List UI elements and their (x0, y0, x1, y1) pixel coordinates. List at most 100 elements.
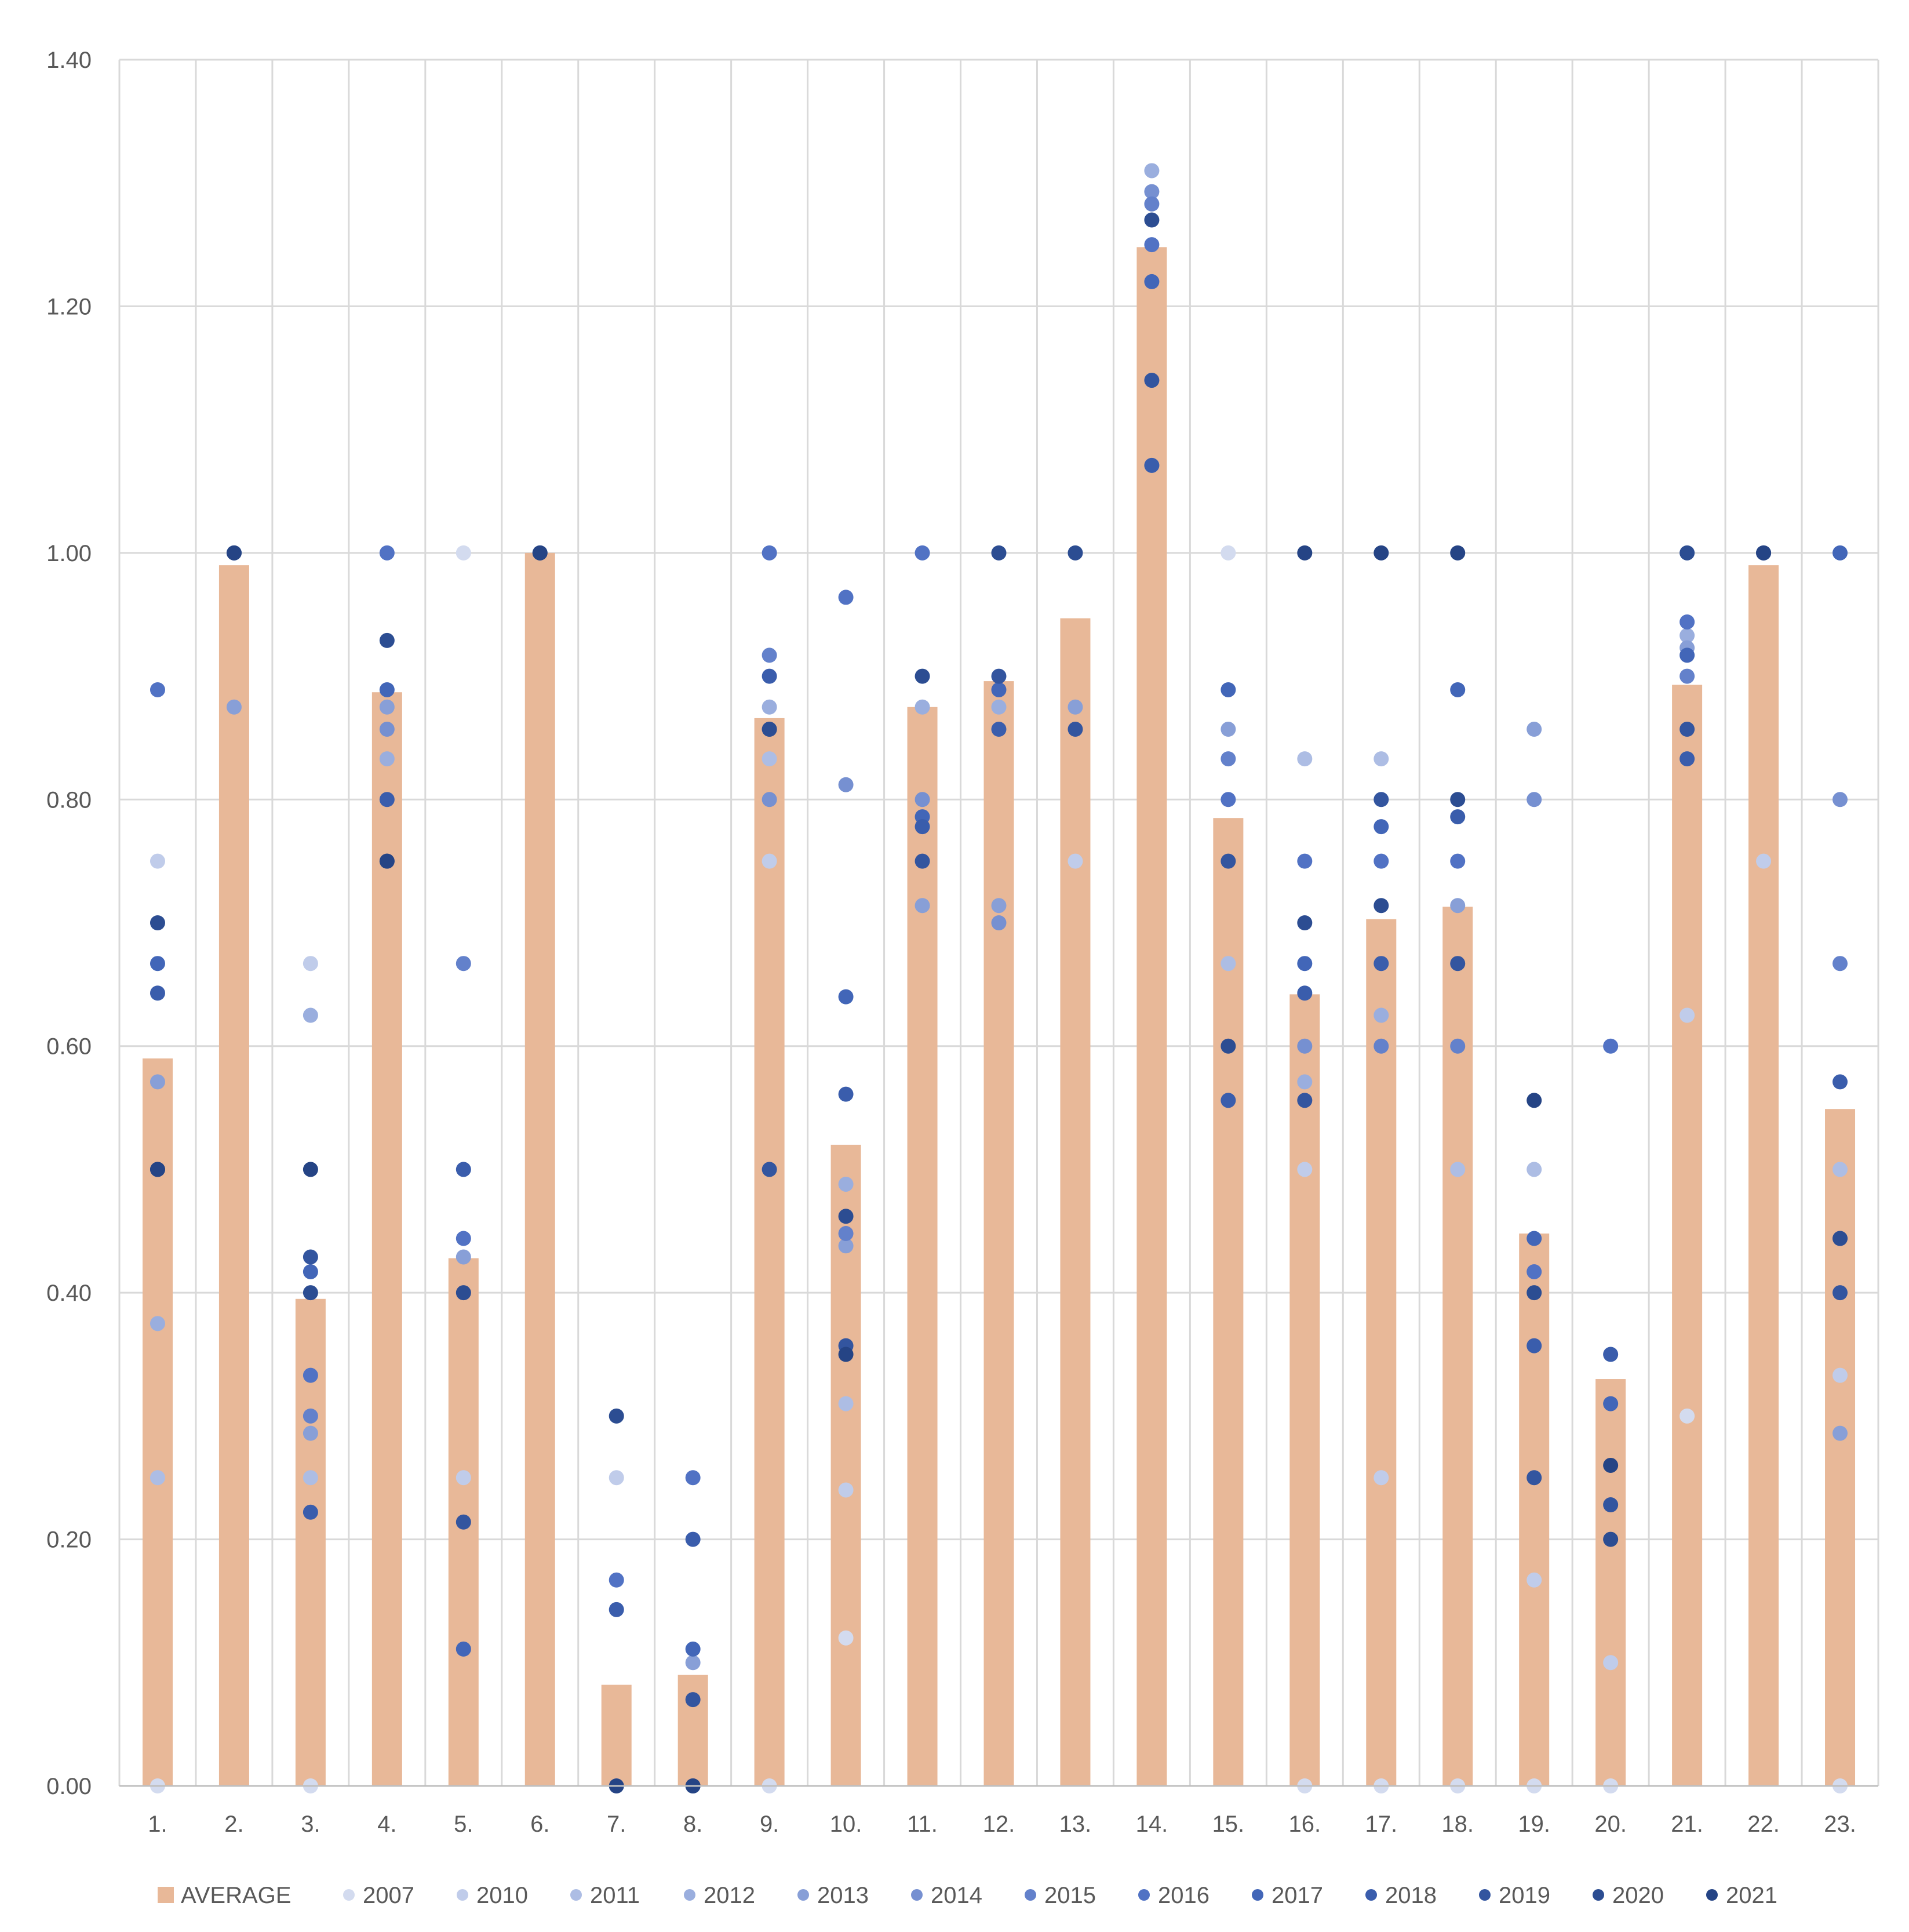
point-2015-cat-21 (1680, 668, 1695, 684)
point-2012-cat-9 (762, 699, 777, 715)
point-2020-cat-14 (1144, 212, 1160, 228)
point-2021-cat-4 (379, 853, 395, 869)
point-2017-cat-3 (303, 1264, 318, 1279)
point-2017-cat-21 (1680, 647, 1695, 663)
point-2015-cat-14 (1144, 196, 1160, 212)
average-bar-13 (1060, 618, 1091, 1786)
legend-label: 2016 (1158, 1883, 1209, 1908)
point-2017-cat-12 (991, 682, 1007, 697)
point-2014-cat-12 (991, 915, 1007, 930)
point-2011-cat-10 (838, 1396, 854, 1411)
point-2013-cat-23 (1833, 1425, 1848, 1441)
point-2018-cat-17 (1374, 956, 1389, 972)
point-2013-cat-13 (1068, 699, 1083, 715)
average-bars (142, 247, 1856, 1787)
point-2013-cat-11 (915, 898, 930, 914)
x-tick-label: 20. (1594, 1811, 1627, 1837)
point-2020-cat-5 (456, 1285, 471, 1301)
point-2007-cat-10 (838, 1630, 854, 1646)
point-2018-cat-19 (1527, 1338, 1542, 1354)
point-2019-cat-16 (1297, 1093, 1313, 1108)
point-2012-cat-4 (379, 751, 395, 767)
y-tick-label: 0.00 (46, 1774, 92, 1799)
point-2013-cat-18 (1450, 898, 1466, 914)
x-tick-label: 10. (830, 1811, 862, 1837)
point-2016-cat-5 (456, 1231, 471, 1246)
point-2013-cat-4 (379, 699, 395, 715)
legend-label: 2013 (817, 1883, 869, 1908)
average-bar-12 (983, 681, 1014, 1786)
point-2011-cat-23 (1833, 1162, 1848, 1177)
gridlines (118, 59, 1879, 1787)
point-2015-cat-18 (1450, 1038, 1466, 1054)
x-tick-label: 4. (377, 1811, 396, 1837)
legend-marker-2012 (684, 1889, 695, 1901)
point-2011-cat-16 (1297, 751, 1313, 767)
legend-label: 2019 (1499, 1883, 1550, 1908)
y-tick-label: 0.40 (46, 1280, 92, 1306)
legend-marker-2021 (1706, 1889, 1718, 1901)
x-tick-label: 12. (983, 1811, 1015, 1837)
point-2012-cat-14 (1144, 163, 1160, 179)
point-2020-cat-23 (1833, 1231, 1848, 1246)
legend-marker-2016 (1138, 1889, 1150, 1901)
point-2017-cat-23 (1833, 545, 1848, 561)
average-bar-21 (1672, 685, 1703, 1786)
point-2019-cat-21 (1680, 722, 1695, 737)
legend-label: 2020 (1612, 1883, 1664, 1908)
legend-label: AVERAGE (181, 1883, 291, 1908)
point-2019-cat-15 (1221, 853, 1236, 869)
point-2014-cat-16 (1297, 1038, 1313, 1054)
point-2017-cat-8 (685, 1641, 701, 1657)
x-tick-label: 3. (301, 1811, 320, 1837)
legend-marker-2018 (1365, 1889, 1377, 1901)
point-2014-cat-10 (838, 777, 854, 792)
legend: AVERAGE 2007 2010 2011 2012 2013 2014 2015 2016 2… (158, 1883, 1777, 1908)
point-2017-cat-15 (1221, 682, 1236, 697)
x-tick-label: 11. (907, 1811, 938, 1837)
legend-marker-2007 (343, 1889, 355, 1901)
x-tick-label: 16. (1289, 1811, 1321, 1837)
point-2012-cat-1 (150, 1316, 165, 1331)
point-2014-cat-4 (379, 722, 395, 737)
point-2013-cat-3 (303, 1425, 318, 1441)
point-2010-cat-3 (303, 956, 318, 972)
legend-label: 2011 (590, 1883, 640, 1908)
point-2013-cat-19 (1527, 722, 1542, 737)
point-2014-cat-23 (1833, 792, 1848, 807)
average-bar-23 (1825, 1109, 1856, 1786)
point-2010-cat-13 (1068, 853, 1083, 869)
point-2012-cat-16 (1297, 1074, 1313, 1090)
point-2010-cat-5 (456, 1470, 471, 1486)
point-2019-cat-12 (991, 668, 1007, 684)
point-2019-cat-19 (1527, 1470, 1542, 1486)
point-2010-cat-21 (1680, 1007, 1695, 1023)
y-tick-label: 0.60 (46, 1034, 92, 1060)
point-2017-cat-10 (838, 989, 854, 1005)
average-bar-11 (907, 707, 938, 1786)
average-bar-6 (524, 552, 555, 1786)
point-2020-cat-10 (838, 1209, 854, 1224)
legend-label: 2014 (931, 1883, 982, 1908)
point-2007-cat-5 (456, 545, 471, 561)
point-2018-cat-11 (915, 819, 930, 835)
point-2017-cat-17 (1374, 819, 1389, 835)
point-2016-cat-10 (838, 590, 854, 605)
point-2011-cat-17 (1374, 751, 1389, 767)
point-2013-cat-8 (685, 1655, 701, 1671)
point-2016-cat-19 (1527, 1264, 1542, 1279)
point-2018-cat-3 (303, 1504, 318, 1520)
point-2013-cat-12 (991, 898, 1007, 914)
y-tick-label: 1.00 (46, 541, 92, 566)
point-2021-cat-3 (303, 1162, 318, 1177)
point-2015-cat-9 (762, 647, 777, 663)
x-tick-label: 7. (607, 1811, 626, 1837)
x-tick-label: 21. (1671, 1811, 1703, 1837)
point-2010-cat-17 (1374, 1470, 1389, 1486)
x-tick-label: 2. (224, 1811, 243, 1837)
point-2018-cat-5 (456, 1162, 471, 1177)
point-2019-cat-20 (1603, 1497, 1619, 1513)
legend-label: 2010 (476, 1883, 528, 1908)
legend-marker-2011 (570, 1889, 582, 1901)
point-2018-cat-15 (1221, 1093, 1236, 1108)
